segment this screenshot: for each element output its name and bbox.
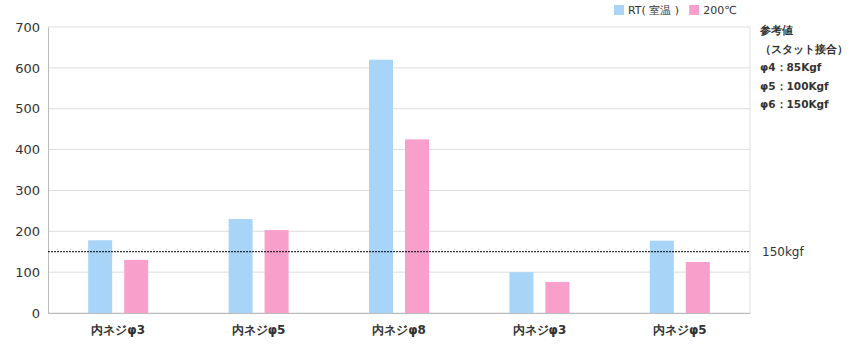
y-tick-label: 300 [15,183,40,198]
bar [509,272,533,313]
x-tick: 内ネジφ5 [232,313,286,337]
y-tick: 400 [15,142,48,157]
note: φ6：150Kgf [760,98,829,110]
bar [686,262,710,313]
y-tick: 100 [15,265,48,280]
x-tick-label: 内ネジφ5 [653,323,707,337]
x-tick: 内ネジφ3 [513,313,567,337]
y-tick-label: 700 [15,20,40,35]
bar [265,230,289,313]
grid-line [48,108,750,109]
legend-label: RT( 室温 ) [628,4,679,17]
note: （スタット接合） [760,43,848,56]
bar [229,219,253,313]
x-tick-label: 内ネジφ8 [372,323,426,337]
x-tick: 内ネジφ3 [91,313,145,337]
y-tick-label: 0 [32,306,40,321]
legend-swatch [614,5,624,15]
x-tick-label: 内ネジφ5 [232,323,286,337]
y-axis-line [48,28,49,314]
grid-line [48,272,750,273]
series [124,139,710,313]
grid-line [48,231,750,232]
reference-label: 150kgf [762,245,804,259]
y-tick: 500 [15,101,48,116]
bar [369,60,393,313]
grid-line [48,313,750,314]
y-axis: 0 100 200 300 400 500 600 700 [15,20,48,321]
chart: 0100200300400500600700内ネジφ3内ネジφ5内ネジφ8内ネジ… [0,0,850,345]
grid-line [48,67,750,68]
x-tick: 内ネジφ8 [372,313,426,337]
x-axis: 内ネジφ3 内ネジφ5 内ネジφ8 内ネジφ3 内ネジφ5 [49,313,751,337]
bar [405,139,429,313]
note: φ4：85Kgf [760,61,822,73]
grid-line [48,149,750,150]
bar [545,282,569,313]
bars [48,60,750,313]
x-tick-label: 内ネジφ3 [513,323,567,337]
legend-item: RT( 室温 ) [614,4,679,17]
bar [124,260,148,313]
grid-line [48,190,750,191]
reference-line [48,251,750,252]
x-axis-line [49,313,751,314]
y-tick: 200 [15,224,48,239]
y-tick-label: 600 [15,61,40,76]
note: 参考値 [759,24,793,36]
grid [48,27,750,313]
y-tick: 0 [32,306,48,321]
note: φ5：100Kgf [760,80,829,92]
y-tick-label: 100 [15,265,40,280]
plot-frame [750,27,751,313]
x-tick-label: 内ネジφ3 [91,323,145,337]
y-tick-label: 200 [15,224,40,239]
series [88,60,674,313]
y-tick: 600 [15,61,48,76]
legend-swatch [689,5,699,15]
y-tick-label: 400 [15,142,40,157]
legend-label: 200℃ [703,4,736,17]
y-tick: 300 [15,183,48,198]
y-tick-label: 500 [15,101,40,116]
notes: 参考値 （スタット接合） φ4：85Kgf φ5：100Kgf φ6：150Kgf [759,24,848,110]
bar [88,240,112,313]
y-tick: 700 [15,20,48,35]
legend: RT( 室温 ) 200℃ [614,4,737,17]
grid-line [48,27,750,28]
legend-item: 200℃ [689,4,736,17]
x-tick: 内ネジφ5 [653,313,707,337]
